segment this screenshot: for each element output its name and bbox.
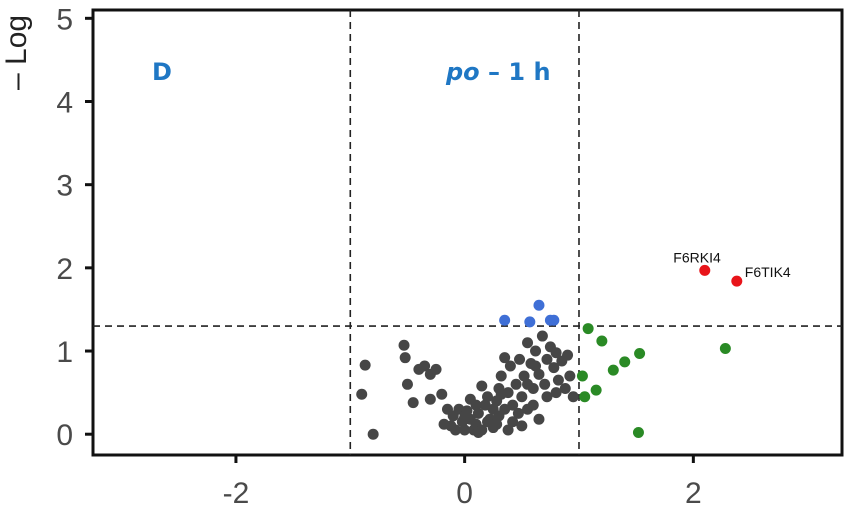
point-fc_only [596, 335, 608, 347]
x-tick-label: -2 [223, 477, 250, 510]
point-ns [567, 391, 579, 403]
point-ns [533, 413, 545, 425]
point-ns [356, 388, 368, 400]
point-ns [482, 416, 494, 428]
x-axis: -2 0 2 [223, 455, 702, 510]
y-axis-label: – Log [0, 15, 33, 90]
point-ns [502, 424, 514, 436]
point-ns [482, 391, 494, 403]
point-ns [398, 339, 410, 351]
plot-border [91, 8, 844, 457]
point-ns [516, 391, 528, 403]
point-ns [438, 418, 450, 430]
y-axis-title: – Log [0, 15, 33, 90]
point-ns [530, 360, 542, 372]
point-fc_only [576, 370, 588, 382]
y-tick-label: 0 [56, 419, 73, 452]
y-tick-label: 3 [56, 170, 73, 203]
y-tick-label: 1 [56, 336, 73, 369]
y-axis: 0 1 2 3 4 5 [56, 3, 93, 452]
point-ns [550, 347, 562, 359]
plot-frame [91, 8, 844, 457]
point-ns [472, 427, 484, 439]
point-ns [459, 412, 471, 424]
point-p_only [533, 299, 545, 311]
point-ns [499, 352, 511, 364]
point-ns [449, 424, 461, 436]
point-ns [470, 399, 482, 411]
point-label: F6TIK4 [745, 264, 791, 280]
point-ns [514, 353, 526, 365]
condition-label-rest: – 1 h [480, 58, 551, 86]
point-ns [564, 370, 576, 382]
x-tick-label: 2 [685, 477, 702, 510]
point-ns [539, 378, 551, 390]
point-ns [495, 388, 507, 400]
panel-label: D [152, 58, 172, 86]
point-ns [516, 420, 528, 432]
point-ns [424, 393, 436, 405]
point-ns [522, 337, 534, 349]
point-fc_only [632, 427, 644, 439]
point-ns [522, 378, 534, 390]
point-ns [559, 382, 571, 394]
point-ns [512, 407, 524, 419]
y-tick-label: 2 [56, 253, 73, 286]
point-p_only [548, 314, 560, 326]
point-both [699, 264, 711, 276]
point-ns [507, 416, 519, 428]
point-ns [472, 407, 484, 419]
y-tick-label: 4 [56, 86, 73, 119]
point-p_only [499, 314, 511, 326]
x-tick-label: 0 [456, 477, 473, 510]
point-ns [552, 374, 564, 386]
point-ns [491, 418, 503, 430]
point-ns [401, 378, 413, 390]
point-fc_only [719, 343, 731, 355]
condition-label-italic: po [445, 58, 480, 86]
point-ns [541, 353, 553, 365]
point-fc_only [590, 384, 602, 396]
point-ns [476, 380, 488, 392]
point-ns [518, 370, 530, 382]
point-ns [510, 378, 522, 390]
point-ns [399, 352, 411, 364]
point-fc_only [582, 323, 594, 335]
point-ns [407, 397, 419, 409]
point-ns [533, 368, 545, 380]
point-ns [550, 387, 562, 399]
point-ns [562, 349, 574, 361]
point-label: F6RKI4 [673, 249, 721, 265]
point-ns [495, 370, 507, 382]
point-ns [530, 345, 542, 357]
threshold-lines [93, 10, 842, 455]
point-both [731, 275, 743, 287]
point-ns [548, 362, 560, 374]
data-points [356, 264, 743, 440]
point-ns [527, 399, 539, 411]
point-fc_only [619, 356, 631, 368]
point-ns [507, 399, 519, 411]
point-ns [536, 330, 548, 342]
point-fc_only [607, 364, 619, 376]
point-ns [436, 388, 448, 400]
point-ns [487, 403, 499, 415]
point-ns [504, 360, 516, 372]
condition-label: po – 1 h [445, 58, 551, 86]
point-ns [367, 428, 379, 440]
point-ns [459, 424, 471, 436]
point-ns [419, 360, 431, 372]
point-fc_only [634, 348, 646, 360]
point-fc_only [579, 391, 591, 403]
point-ns [359, 359, 371, 371]
point-ns [541, 391, 553, 403]
point-p_only [524, 316, 536, 328]
y-tick-label: 5 [56, 3, 73, 36]
point-labels: F6RKI4 F6TIK4 [673, 249, 791, 280]
point-ns [430, 363, 442, 375]
